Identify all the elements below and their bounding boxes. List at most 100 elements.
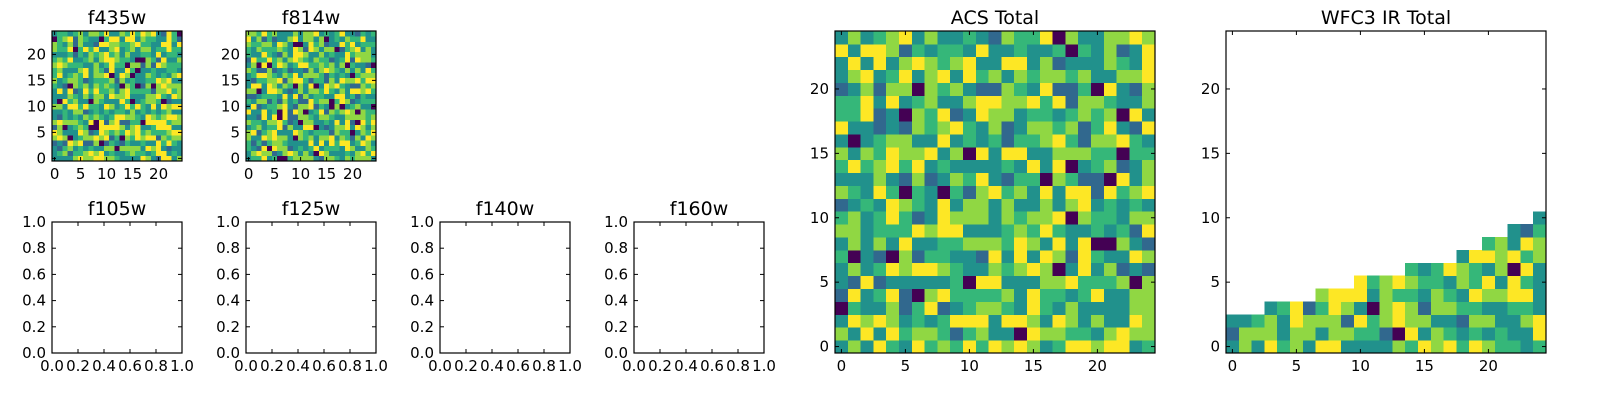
heatmap-cell	[334, 88, 340, 94]
heatmap-cell	[140, 98, 146, 105]
y-tick-label: 0.0	[410, 344, 434, 362]
heatmap-cell	[1065, 237, 1079, 251]
heatmap-cell	[1264, 340, 1278, 354]
heatmap-cell	[339, 46, 346, 53]
heatmap-cell	[104, 72, 110, 79]
heatmap-cell	[150, 119, 157, 125]
heatmap-cell	[171, 103, 178, 110]
heatmap-cell	[292, 77, 299, 84]
heatmap-cell	[334, 129, 340, 136]
heatmap-cell	[78, 150, 84, 157]
heatmap-cell	[277, 114, 283, 120]
heatmap-cell	[171, 155, 178, 162]
heatmap-cell	[899, 82, 913, 96]
heatmap-cell	[93, 36, 100, 42]
heatmap-cell	[119, 57, 126, 63]
heatmap-cell	[176, 62, 183, 68]
heatmap-cell	[124, 124, 131, 131]
heatmap-cell	[282, 109, 288, 115]
heatmap-cell	[1065, 43, 1079, 58]
heatmap-cell	[1027, 224, 1041, 238]
heatmap-cell	[324, 57, 330, 63]
heatmap-cell	[303, 36, 309, 42]
heatmap-cell	[1129, 108, 1143, 122]
heatmap-cell	[98, 119, 105, 125]
heatmap-cell	[67, 119, 74, 125]
heatmap-cell	[150, 51, 157, 58]
heatmap-cell	[1456, 288, 1470, 302]
heatmap-cell	[156, 46, 162, 53]
y-tick-label: 20	[221, 45, 240, 63]
heatmap-cell	[873, 185, 887, 199]
heatmap-cell	[161, 109, 167, 115]
heatmap-cell	[1277, 314, 1291, 328]
heatmap-cell	[847, 121, 861, 135]
heatmap-cell	[937, 288, 951, 302]
heatmap-cell	[272, 93, 278, 99]
heatmap-cell	[1129, 301, 1143, 315]
heatmap-cell	[1315, 288, 1329, 302]
heatmap-cell	[1315, 327, 1329, 341]
heatmap-cell	[1379, 327, 1393, 341]
heatmap-cell	[282, 51, 288, 58]
heatmap-cell	[114, 41, 120, 47]
heatmap-cell	[963, 249, 977, 264]
heatmap-cell	[114, 129, 120, 136]
heatmap-cell	[937, 275, 951, 289]
heatmap-cell	[282, 72, 288, 79]
heatmap-cell	[937, 198, 951, 212]
heatmap-cell	[292, 109, 299, 115]
heatmap-cell	[266, 124, 273, 131]
heatmap-cell	[1418, 288, 1432, 302]
heatmap-cell	[261, 36, 268, 42]
heatmap-cell	[1507, 262, 1521, 277]
heatmap-cell	[313, 83, 320, 89]
heatmap-cell	[1091, 237, 1105, 251]
heatmap-cell	[1001, 108, 1015, 122]
heatmap-cell	[355, 57, 361, 63]
heatmap-cell	[937, 108, 951, 122]
heatmap-cell	[119, 51, 126, 58]
heatmap-cell	[298, 93, 304, 99]
heatmap-cell	[975, 327, 989, 341]
heatmap-cell	[277, 135, 283, 141]
heatmap-cell	[98, 150, 105, 157]
heatmap-cell	[950, 301, 964, 315]
heatmap-cell	[329, 31, 335, 37]
heatmap-cell	[277, 145, 283, 151]
heatmap-cell	[911, 121, 925, 135]
heatmap-cell	[251, 155, 257, 162]
heatmap-cell	[62, 124, 68, 131]
x-tick-label: 1.0	[558, 357, 582, 375]
heatmap-cell	[1494, 327, 1508, 341]
heatmap-cell	[860, 31, 874, 45]
heatmap-cell	[344, 31, 351, 37]
heatmap-cell	[83, 62, 89, 68]
heatmap-cell	[1014, 134, 1028, 148]
heatmap-cell	[57, 145, 63, 151]
heatmap-cell	[78, 140, 84, 146]
heatmap-cell	[1091, 121, 1105, 135]
heatmap-cell	[1039, 56, 1053, 71]
heatmap-cell	[365, 155, 372, 162]
heatmap-cell	[88, 140, 94, 146]
heatmap-cell	[1091, 327, 1105, 341]
heatmap-cell	[256, 124, 262, 131]
heatmap-cell	[246, 67, 252, 73]
heatmap-cell	[365, 109, 372, 115]
heatmap-cell	[62, 88, 68, 94]
heatmap-cell	[360, 62, 366, 68]
heatmap-cell	[104, 129, 110, 136]
heatmap-cell	[1103, 172, 1117, 186]
heatmap-cell	[1482, 262, 1496, 277]
heatmap-cell	[1142, 211, 1156, 225]
heatmap-cell	[344, 62, 351, 68]
heatmap-cell	[924, 69, 938, 83]
heatmap-cell	[899, 327, 913, 341]
heatmap-cell	[334, 145, 340, 151]
heatmap-cell	[329, 155, 335, 162]
heatmap-cell	[124, 88, 131, 94]
heatmap-cell	[324, 72, 330, 79]
x-tick-label: 0.4	[674, 357, 698, 375]
heatmap-cell	[886, 159, 900, 174]
